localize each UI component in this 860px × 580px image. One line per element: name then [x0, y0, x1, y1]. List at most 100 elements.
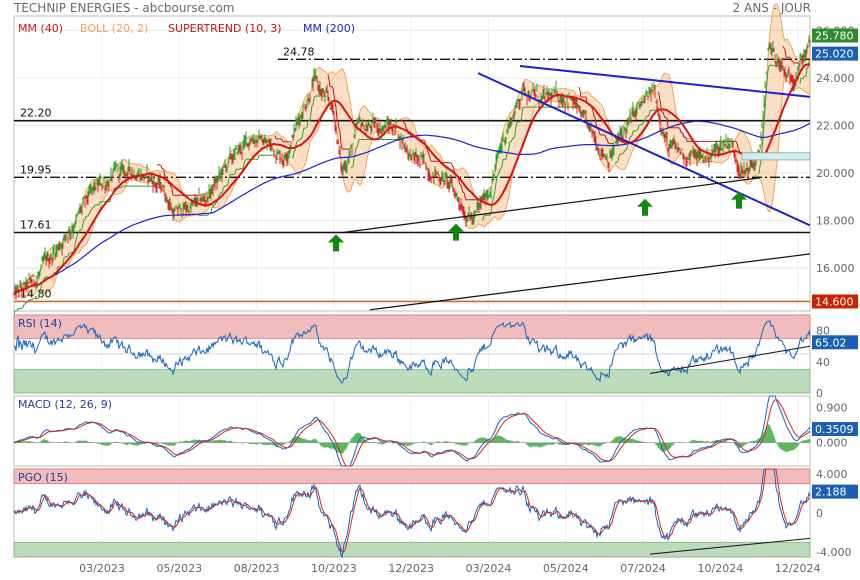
y-tick-label: 20.000: [816, 167, 855, 180]
supertrend-segment: [219, 192, 222, 195]
pgo-zone: [13, 541, 811, 558]
supertrend-segment: [499, 167, 502, 171]
supertrend-segment: [514, 126, 517, 135]
supertrend-segment: [404, 122, 407, 129]
supertrend-segment: [758, 166, 761, 174]
supertrend-segment: [242, 163, 245, 169]
trendline-support: [342, 177, 761, 234]
supertrend-segment: [171, 188, 174, 196]
supertrend-segment: [357, 139, 360, 145]
supertrend-segment: [120, 185, 123, 189]
supertrend-segment: [427, 152, 430, 155]
supertrend-segment: [331, 86, 334, 89]
supertrend-segment: [73, 244, 76, 252]
supertrend-segment: [494, 183, 497, 191]
supertrend-segment: [22, 304, 25, 308]
supertrend-segment: [783, 47, 786, 51]
supertrend-segment: [244, 158, 247, 162]
supertrend-segment: [234, 169, 237, 174]
supertrend-segment: [63, 256, 66, 259]
supertrend-segment: [805, 68, 808, 77]
buy-signal-arrow: [637, 198, 653, 216]
supertrend-segment: [789, 57, 792, 60]
price-badge: [812, 28, 858, 43]
supertrend-segment: [507, 147, 510, 153]
supertrend-segment: [735, 141, 738, 144]
supertrend-segment: [355, 146, 358, 149]
supertrend-segment: [62, 257, 65, 264]
supertrend-segment: [67, 253, 70, 257]
buy-signal-arrow: [328, 234, 344, 252]
supertrend-segment: [89, 209, 92, 213]
pgo-signal-line: [13, 468, 811, 554]
supertrend-segment: [93, 204, 96, 208]
supertrend-segment: [167, 182, 170, 185]
supertrend-segment: [802, 76, 805, 79]
supertrend-segment: [159, 164, 162, 167]
supertrend-segment: [56, 266, 59, 271]
y-tick-label: 0: [816, 507, 823, 520]
rsi-zone: [13, 369, 811, 394]
legend-item: MM (40): [18, 22, 63, 35]
supertrend-segment: [243, 160, 246, 164]
supertrend-segment: [82, 219, 85, 224]
supertrend-segment: [500, 165, 503, 169]
supertrend-segment: [630, 135, 633, 138]
price-badge-label: 25.020: [815, 48, 854, 61]
y-tick-label: 18.000: [816, 215, 855, 228]
supertrend-segment: [98, 201, 101, 205]
y-tick-label: 0.000: [816, 437, 848, 450]
supertrend-segment: [356, 143, 359, 148]
macd-value-badge: [812, 422, 858, 437]
supertrend-segment: [299, 138, 302, 140]
supertrend-segment: [31, 298, 34, 301]
supertrend-segment: [451, 164, 454, 167]
supertrend-segment: [803, 75, 806, 78]
supertrend-segment: [463, 192, 466, 197]
supertrend-segment: [508, 141, 511, 148]
supertrend-segment: [13, 310, 16, 315]
supertrend-segment: [604, 134, 607, 139]
supertrend-segment: [762, 122, 765, 138]
supertrend-segment: [579, 90, 582, 98]
supertrend-segment: [91, 207, 94, 210]
supertrend-segment: [340, 143, 343, 150]
supertrend-segment: [429, 157, 432, 162]
supertrend-segment: [337, 122, 340, 129]
chart-title: TECHNIP ENERGIES - abcbourse.com: [14, 1, 235, 15]
supertrend-segment: [228, 174, 231, 179]
y-tick-label: 40: [816, 356, 830, 369]
y-tick-label: -4.000: [816, 546, 851, 559]
supertrend-segment: [515, 122, 518, 127]
supertrend-segment: [662, 111, 665, 116]
supertrend-segment: [764, 93, 767, 110]
x-tick-label: 10/2023: [311, 562, 357, 575]
x-tick-label: 03/2023: [79, 562, 125, 575]
supertrend-segment: [221, 189, 224, 193]
ma40-line: [13, 63, 810, 296]
supertrend-segment: [495, 177, 498, 184]
supertrend-segment: [684, 136, 687, 139]
x-tick-label: 05/2023: [156, 562, 202, 575]
supertrend-segment: [598, 131, 601, 136]
period-label[interactable]: 2 ANS - JOUR: [732, 1, 811, 15]
supertrend-segment: [305, 126, 308, 129]
supertrend-segment: [592, 111, 595, 117]
x-tick-label: 12/2024: [775, 562, 821, 575]
supertrend-segment: [281, 139, 284, 142]
supertrend-segment: [336, 119, 339, 123]
price-badge: [812, 294, 858, 309]
level-label: 19.95: [20, 163, 52, 176]
pgo-zone: [13, 468, 811, 485]
supertrend-segment: [21, 306, 24, 309]
supertrend-segment: [169, 183, 172, 188]
supertrend-segment: [681, 131, 684, 134]
level-label: 22.20: [20, 107, 52, 120]
buy-signal-arrow: [448, 223, 464, 241]
supertrend-segment: [607, 142, 610, 144]
supertrend-segment: [617, 156, 620, 161]
supertrend-segment: [75, 236, 78, 241]
x-tick-label: 07/2024: [620, 562, 666, 575]
supertrend-segment: [645, 115, 648, 118]
supertrend-segment: [352, 158, 355, 167]
